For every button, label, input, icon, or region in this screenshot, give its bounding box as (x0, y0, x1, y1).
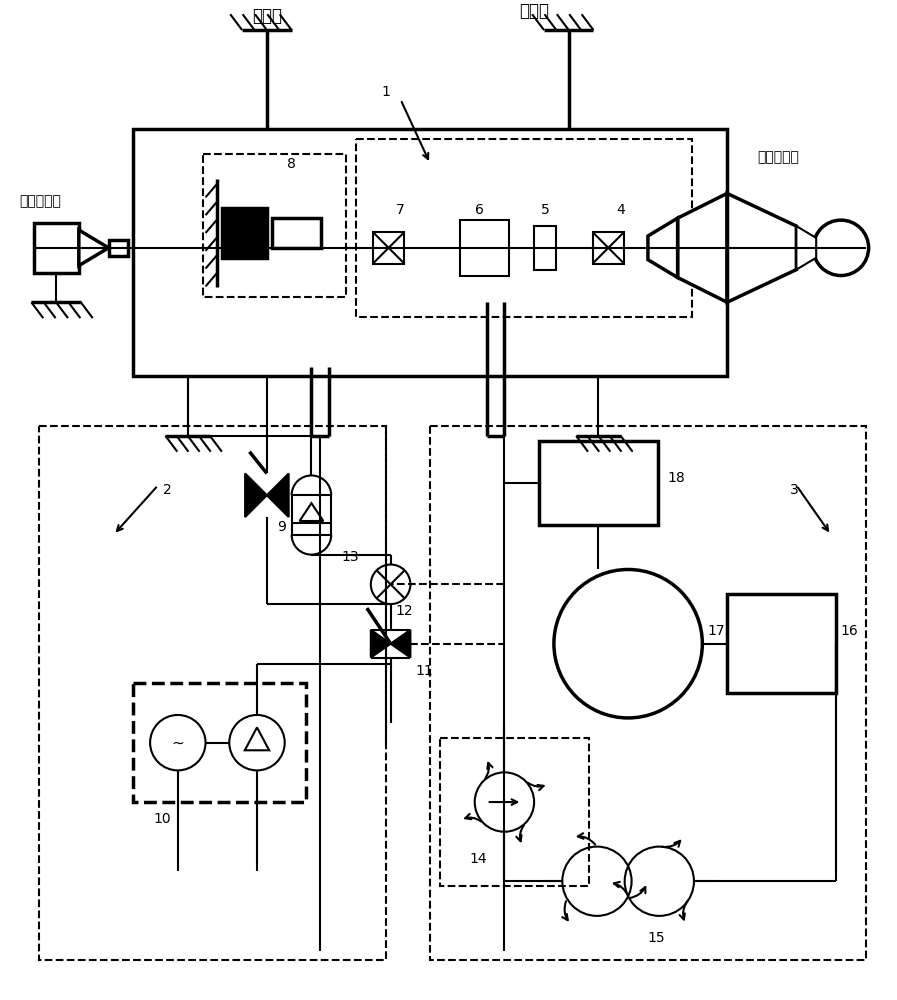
Text: 15: 15 (648, 931, 666, 945)
Bar (534, 226, 556, 270)
Text: 10: 10 (153, 812, 170, 826)
Bar (373, 232, 405, 264)
Bar (593, 232, 624, 264)
Text: 8: 8 (287, 157, 295, 171)
Text: 17: 17 (708, 624, 725, 638)
Text: 工作传感器: 工作传感器 (20, 194, 61, 208)
Text: ~: ~ (171, 735, 184, 750)
Text: 2: 2 (163, 483, 171, 497)
Bar (440, 738, 588, 886)
Polygon shape (797, 226, 816, 270)
Polygon shape (370, 630, 390, 658)
Text: 16: 16 (840, 624, 858, 638)
Text: 6: 6 (475, 203, 483, 217)
Bar (109, 240, 128, 256)
Text: 弹簧片: 弹簧片 (519, 2, 549, 20)
Text: 12: 12 (396, 604, 414, 618)
Text: 13: 13 (341, 550, 359, 564)
Bar (39, 426, 386, 960)
Bar (431, 426, 866, 960)
Circle shape (814, 220, 868, 276)
Text: 14: 14 (470, 852, 487, 866)
Bar (222, 208, 267, 258)
Bar (539, 441, 658, 525)
Polygon shape (267, 473, 289, 517)
Text: 11: 11 (415, 664, 433, 678)
Text: 9: 9 (277, 520, 285, 534)
Polygon shape (245, 473, 267, 517)
Bar (292, 495, 331, 535)
Bar (134, 683, 307, 802)
Bar (34, 223, 79, 273)
Bar (727, 594, 836, 693)
Bar (134, 129, 727, 376)
Text: 18: 18 (667, 471, 685, 485)
Text: 1: 1 (381, 85, 390, 99)
Text: 推力架: 推力架 (252, 7, 282, 25)
Text: 4: 4 (616, 203, 625, 217)
Bar (460, 220, 509, 276)
Text: 试验发动机: 试验发动机 (757, 150, 798, 164)
Polygon shape (79, 230, 109, 266)
Bar (203, 154, 346, 297)
Text: 3: 3 (789, 483, 798, 497)
Polygon shape (677, 193, 727, 302)
Polygon shape (390, 630, 411, 658)
Text: 7: 7 (396, 203, 405, 217)
Text: 5: 5 (541, 203, 550, 217)
Bar (356, 139, 692, 317)
Bar (272, 218, 321, 248)
Polygon shape (648, 218, 677, 278)
